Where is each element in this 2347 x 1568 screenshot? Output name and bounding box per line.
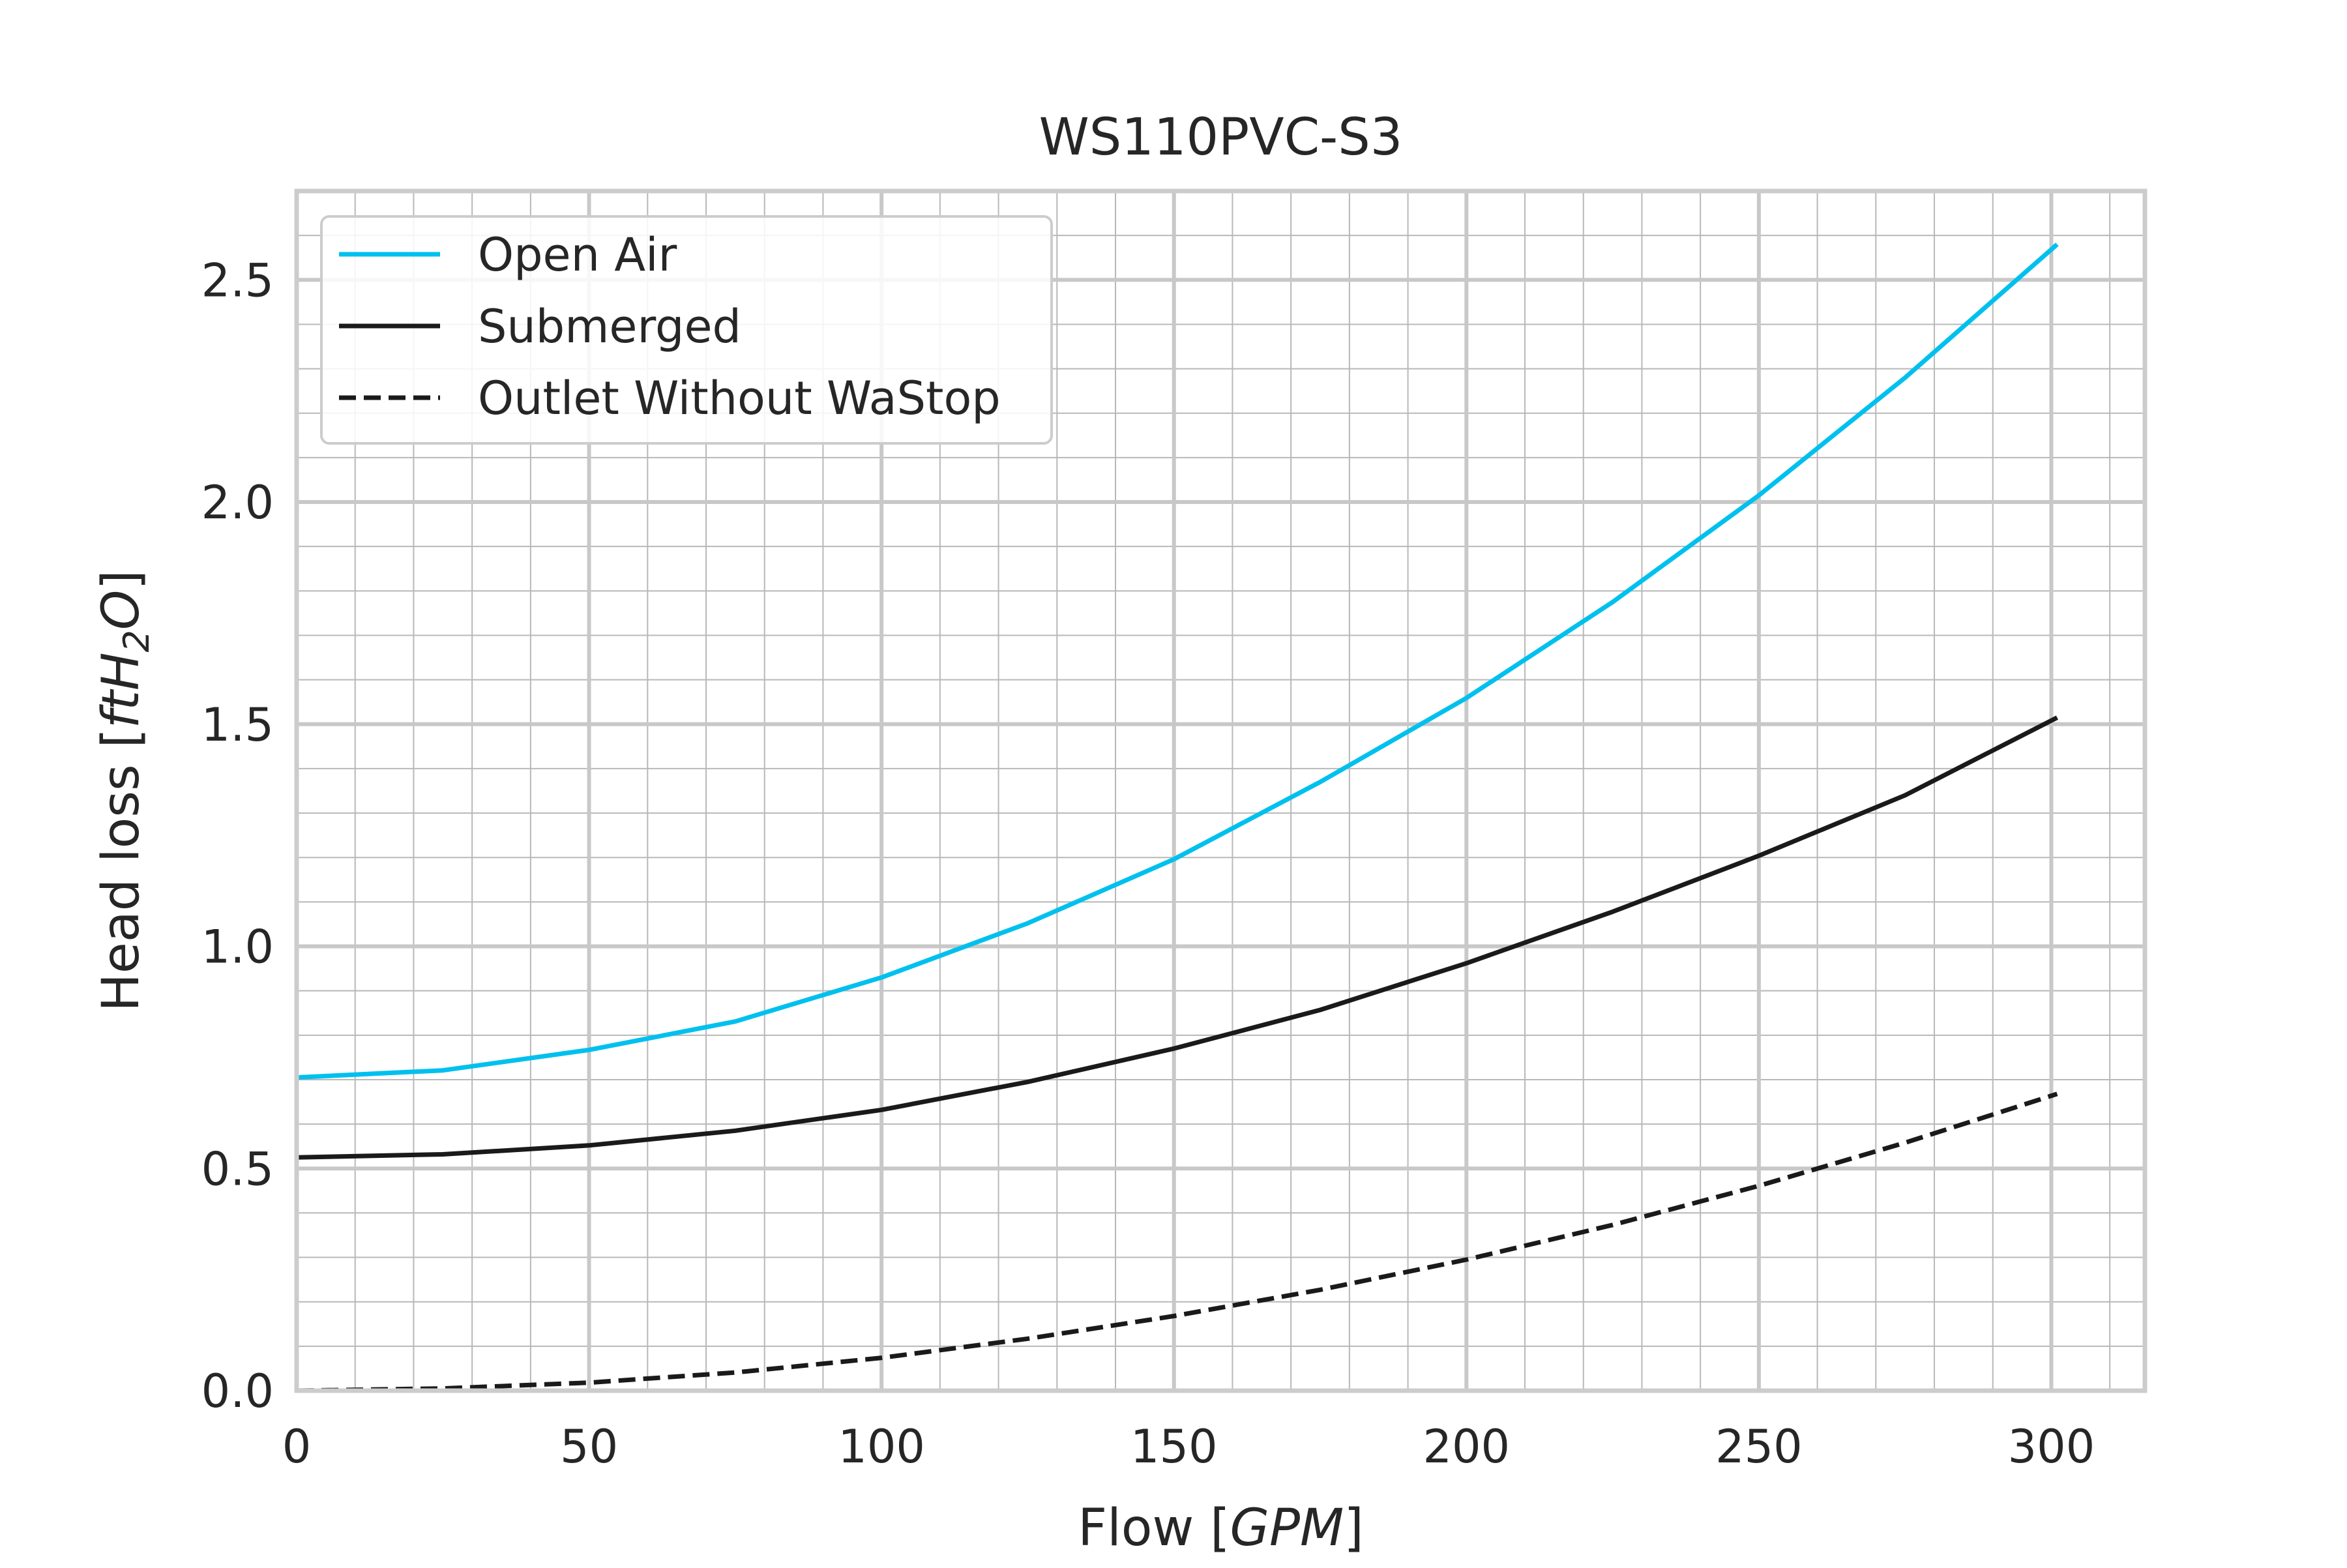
x-tick-label: 100 (838, 1420, 925, 1473)
legend-label: Open Air (478, 228, 677, 282)
legend-label: Outlet Without WaStop (478, 372, 1001, 425)
x-tick-label: 250 (1715, 1420, 1803, 1473)
y-tick-label: 2.5 (201, 254, 274, 307)
y-axis-unit-tail: O (92, 590, 151, 630)
y-axis-title: Head loss [ftH2O] (92, 570, 157, 1012)
y-axis-unit: ftH (92, 652, 151, 728)
series-line-open-air (296, 243, 2059, 1080)
y-tick-label: 0.5 (201, 1142, 274, 1196)
y-tick-label: 1.0 (201, 921, 274, 974)
x-tick-label: 150 (1130, 1420, 1218, 1473)
x-axis-title: Flow [GPM] (1078, 1499, 1364, 1558)
x-axis-unit: GPM (1230, 1499, 1344, 1558)
x-axis-title-close: ] (1344, 1499, 1363, 1558)
y-axis-title-text: Head loss [ (92, 728, 151, 1012)
y-axis-unit-subscript: 2 (116, 630, 157, 652)
plot-frame (294, 188, 2148, 1393)
y-tick-label: 0.0 (201, 1365, 274, 1418)
x-tick-label: 300 (2008, 1420, 2095, 1473)
legend: Open Air Submerged Outlet Without WaStop (320, 215, 1053, 445)
y-axis-title-close: ] (92, 570, 151, 589)
x-tick-label: 200 (1423, 1420, 1510, 1473)
x-tick-label: 0 (282, 1420, 312, 1473)
chart-title: WS110PVC-S3 (1039, 108, 1403, 167)
legend-label: Submerged (478, 300, 741, 353)
x-axis-title-text: Flow [ (1078, 1499, 1230, 1558)
y-tick-label: 1.5 (201, 698, 274, 752)
y-tick-label: 2.0 (201, 476, 274, 529)
x-tick-label: 50 (560, 1420, 618, 1473)
series-line-submerged (296, 715, 2058, 1160)
series-line-outlet-without-wastop (296, 1091, 2058, 1393)
legend-box (320, 215, 1053, 445)
